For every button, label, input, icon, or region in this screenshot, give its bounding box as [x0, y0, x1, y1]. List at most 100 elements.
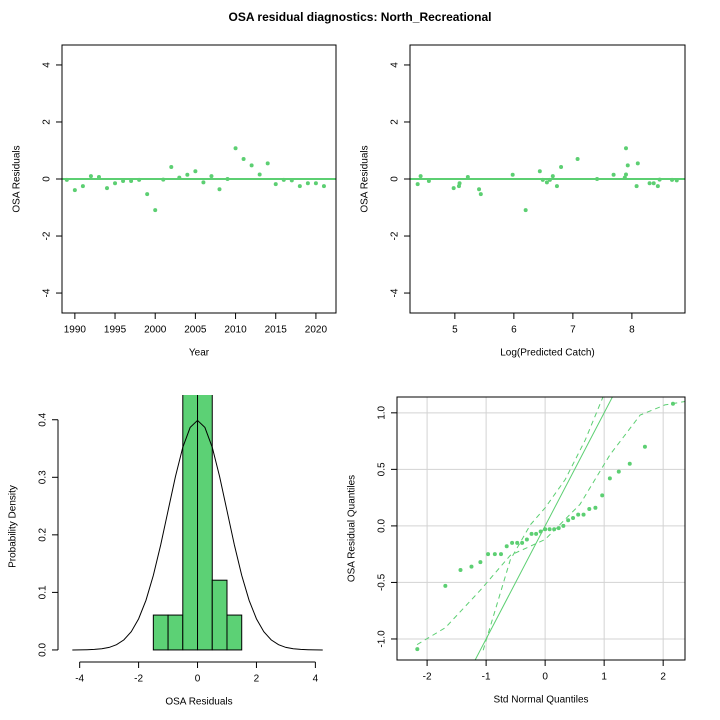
point: [556, 526, 561, 531]
point: [622, 175, 627, 180]
panel: -2 -1 0 1 2 -1.0 -0.5 0.0 0.5 1.0 Std Normal Quant…: [347, 396, 686, 706]
point: [193, 169, 198, 174]
point: [121, 178, 126, 183]
point: [623, 146, 628, 151]
point: [537, 169, 542, 174]
reference-line: [482, 397, 604, 651]
point: [651, 181, 656, 186]
point: [80, 184, 85, 189]
point: [655, 184, 660, 189]
x-tick-label: 6: [511, 325, 517, 336]
point: [538, 529, 543, 534]
y-tick-label: 2: [390, 119, 401, 125]
point: [113, 181, 118, 186]
point: [529, 531, 534, 536]
point: [510, 172, 515, 177]
point: [607, 476, 612, 481]
reference-line: [416, 401, 685, 646]
x-tick-label: 4: [313, 674, 319, 685]
y-tick-label: 0: [390, 176, 401, 182]
point: [477, 187, 482, 192]
point: [443, 583, 448, 588]
point: [504, 544, 509, 549]
y-tick-label: 2: [42, 119, 53, 125]
point: [153, 208, 158, 213]
x-tick-label: 1: [601, 672, 607, 683]
point: [161, 177, 166, 182]
y-tick-label: -1.0: [377, 630, 388, 648]
point: [674, 178, 679, 183]
point: [72, 188, 77, 193]
point: [457, 181, 462, 186]
point: [137, 177, 142, 182]
density-curve: [72, 419, 323, 651]
y-tick-label: 0.4: [38, 412, 49, 426]
x-tick-label: -2: [134, 674, 143, 685]
point: [265, 161, 270, 166]
point: [177, 175, 182, 180]
point: [478, 560, 483, 565]
y-tick-label: -0.5: [377, 573, 388, 591]
y-tick-label: 0.1: [38, 585, 49, 599]
y-tick-label: 0.0: [377, 519, 388, 533]
point: [623, 172, 628, 177]
point: [469, 564, 474, 569]
point: [581, 512, 586, 517]
plot-area: [72, 395, 323, 651]
point: [561, 523, 566, 528]
y-tick-label: 0.5: [377, 462, 388, 476]
x-tick-label: -2: [423, 672, 432, 683]
point: [458, 567, 463, 572]
y-tick-label: -4: [390, 288, 401, 297]
point: [566, 518, 571, 523]
point: [465, 175, 470, 180]
x-tick-label: 2020: [305, 325, 328, 336]
x-tick-label: 2: [254, 674, 260, 685]
point: [540, 177, 545, 182]
x-tick-label: 1990: [64, 325, 87, 336]
point: [523, 208, 528, 213]
y-tick-label: -2: [42, 231, 53, 240]
point: [520, 540, 525, 545]
reference-line: [474, 397, 613, 660]
x-tick-label: -1: [482, 672, 491, 683]
point: [657, 177, 662, 182]
point: [145, 192, 150, 197]
panel: -4 -2 0 2 4 0.0 0.1 0.2 0.3 0.4 OSA Residuals Proba…: [8, 395, 323, 708]
point: [169, 165, 174, 170]
chart-title: OSA residual diagnostics: North_Recreati…: [229, 10, 492, 24]
y-axis-label: OSA Residual Quantiles: [347, 475, 358, 582]
y-tick-label: 0.2: [38, 527, 49, 541]
x-tick-label: 2010: [224, 325, 247, 336]
y-tick-label: -4: [42, 288, 53, 297]
x-tick-label: 2: [660, 672, 666, 683]
plot-area: [410, 146, 685, 213]
x-axis-label: Std Normal Quantiles: [493, 695, 588, 706]
x-axis-label: OSA Residuals: [165, 697, 232, 708]
point: [642, 444, 647, 449]
point: [415, 647, 420, 652]
y-tick-label: 1.0: [377, 405, 388, 419]
point: [515, 540, 520, 545]
point: [600, 493, 605, 498]
point: [534, 531, 539, 536]
point: [492, 552, 497, 557]
y-tick-label: 0.0: [38, 643, 49, 657]
x-axis-label: Log(Predicted Catch): [500, 348, 595, 359]
panel: 1990 1995 2000 2005 2010 2015 2020 -4 -2 0 2 4 Year O…: [12, 44, 337, 359]
point: [185, 172, 190, 177]
plot-frame: [396, 396, 686, 661]
point: [426, 178, 431, 183]
point: [289, 178, 294, 183]
point: [634, 184, 639, 189]
point: [595, 177, 600, 181]
plot-area: [397, 397, 685, 660]
point: [670, 401, 675, 406]
point: [201, 180, 206, 185]
point: [88, 174, 93, 179]
point: [627, 461, 632, 466]
plot-area: [62, 146, 336, 213]
point: [478, 192, 483, 197]
point: [559, 165, 564, 170]
